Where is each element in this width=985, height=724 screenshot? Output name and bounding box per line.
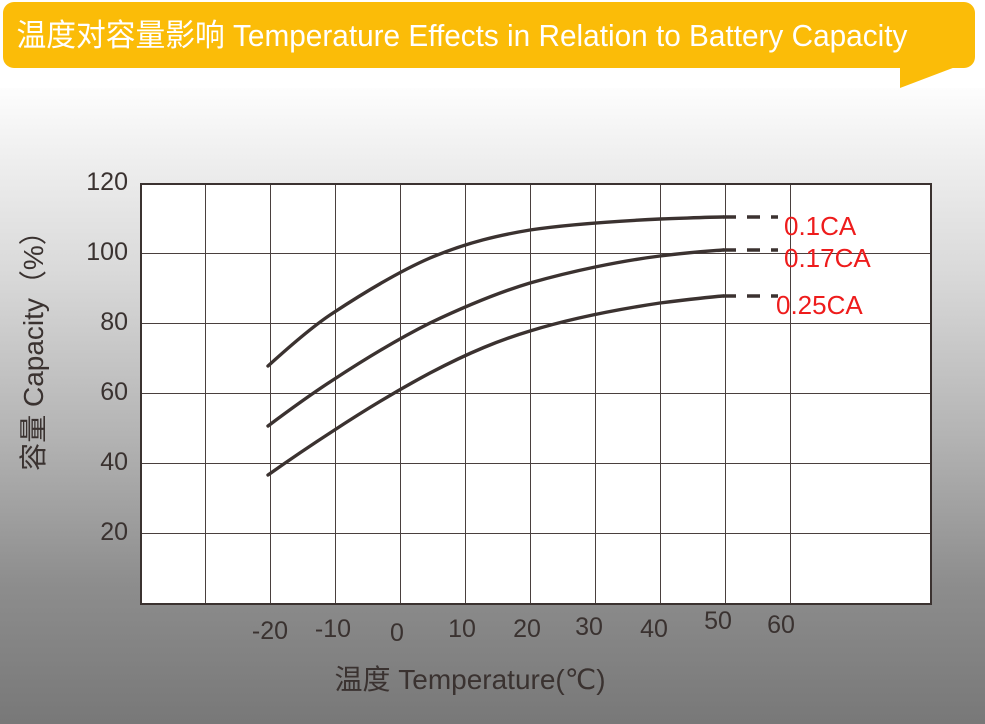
gridline-x-10 (465, 185, 466, 603)
x-tick-0: 0 (390, 619, 404, 647)
gridline-x-40 (660, 185, 661, 603)
x-tick-10: 10 (448, 615, 476, 643)
x-tick--10: -10 (314, 615, 352, 643)
x-tick-20: 20 (513, 615, 541, 643)
y-tick-40: 40 (100, 448, 128, 476)
y-axis-label: 容量 Capacity（%） (18, 217, 49, 471)
gridline-y-80 (142, 323, 930, 324)
x-tick-50: 50 (704, 607, 732, 635)
x-tick--20: -20 (251, 617, 289, 645)
gridline-x-a (205, 185, 206, 603)
y-tick-80: 80 (100, 308, 128, 336)
curve-label-0-17ca: 0.17CA (784, 243, 871, 273)
y-tick-20: 20 (100, 518, 128, 546)
x-tick-40: 40 (640, 615, 668, 643)
gridline-x-0 (400, 185, 401, 603)
x-axis-label: 温度 Temperature(℃) (334, 664, 606, 695)
gridline-x-50 (725, 185, 726, 603)
y-tick-100: 100 (86, 238, 128, 266)
x-tick-30: 30 (575, 613, 603, 641)
curve-label-0-25ca: 0.25CA (776, 290, 863, 320)
gridline-x--10 (335, 185, 336, 603)
y-tick-120: 120 (86, 168, 128, 196)
gridline-x--20 (270, 185, 271, 603)
gridline-x-20 (530, 185, 531, 603)
gridline-y-40 (142, 463, 930, 464)
banner-tail-icon (900, 66, 958, 88)
gridline-y-20 (142, 533, 930, 534)
y-axis-ticks: 120 100 80 60 40 20 (0, 0, 128, 724)
title-banner: 温度对容量影响 Temperature Effects in Relation … (3, 2, 975, 68)
x-tick-60: 60 (767, 611, 795, 639)
gridline-y-60 (142, 393, 930, 394)
page-title: 温度对容量影响 Temperature Effects in Relation … (16, 17, 908, 53)
gridline-x-60 (790, 185, 791, 603)
gridline-x-30 (595, 185, 596, 603)
y-tick-60: 60 (100, 378, 128, 406)
curve-label-0-1ca: 0.1CA (784, 211, 857, 241)
